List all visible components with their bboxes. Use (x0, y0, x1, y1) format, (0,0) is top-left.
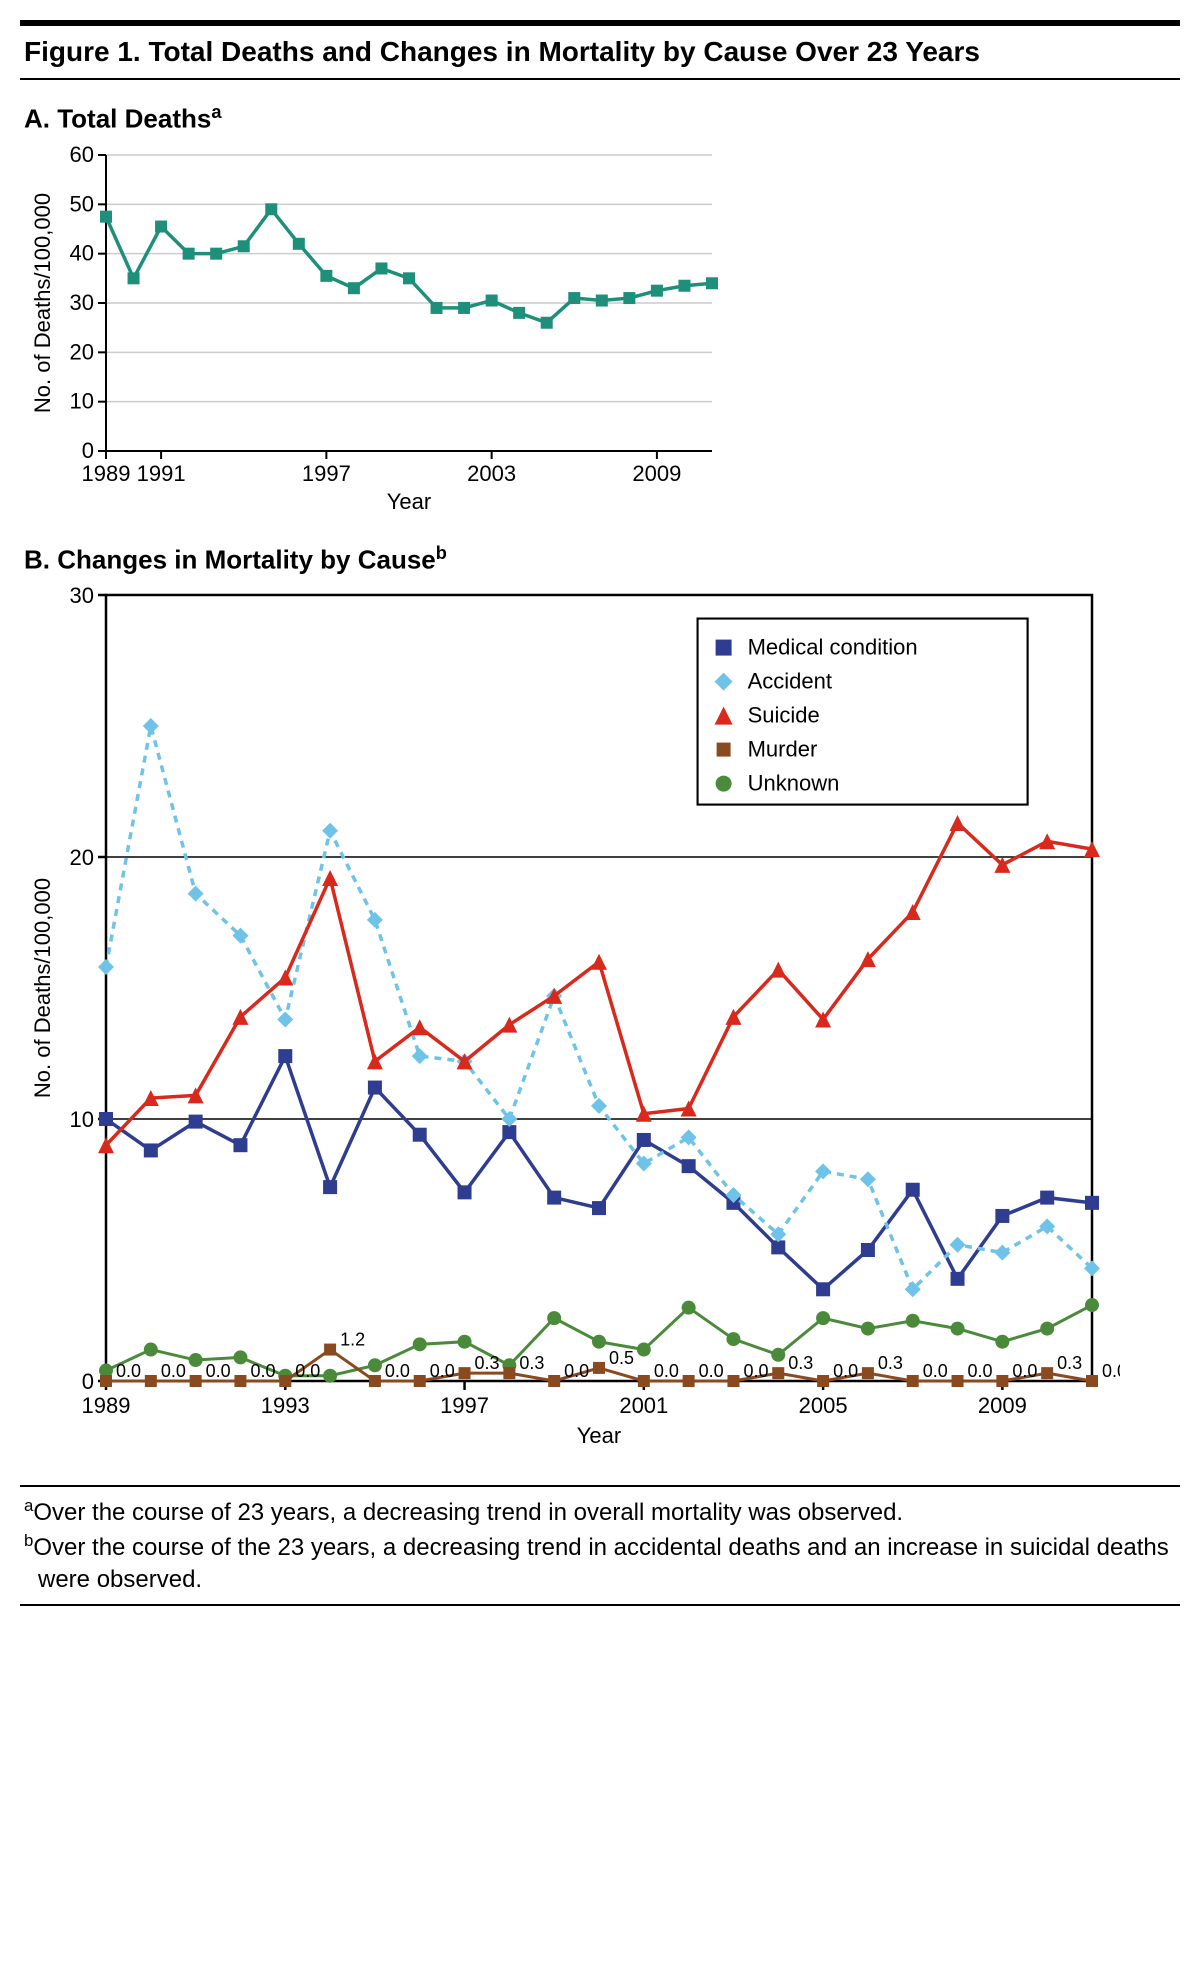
svg-text:50: 50 (70, 191, 94, 216)
svg-text:0.0: 0.0 (1102, 1361, 1120, 1381)
svg-text:30: 30 (70, 583, 94, 608)
svg-text:60: 60 (70, 142, 94, 167)
svg-text:Medical condition: Medical condition (748, 635, 918, 660)
panel-a-svg: 0 10 20 30 40 50 60 19891991 1997 2003 2009 No. of … (20, 141, 730, 521)
svg-text:1997: 1997 (440, 1393, 489, 1418)
svg-text:20: 20 (70, 339, 94, 364)
svg-text:0.0: 0.0 (1012, 1361, 1037, 1381)
svg-text:20: 20 (70, 845, 94, 870)
bottom-rule (20, 1604, 1180, 1606)
svg-text:0.0: 0.0 (833, 1361, 858, 1381)
svg-text:0: 0 (82, 1369, 94, 1394)
footnote-a-text: Over the course of 23 years, a decreasin… (33, 1499, 903, 1526)
footnote-a: aOver the course of 23 years, a decreasi… (24, 1495, 1176, 1529)
figure-title: Figure 1. Total Deaths and Changes in Mo… (20, 26, 1180, 78)
svg-text:Murder: Murder (748, 737, 818, 762)
svg-text:Accident: Accident (748, 669, 832, 694)
svg-text:0.0: 0.0 (250, 1361, 275, 1381)
svg-text:2005: 2005 (799, 1393, 848, 1418)
svg-text:Unknown: Unknown (748, 771, 840, 796)
svg-text:Year: Year (577, 1423, 621, 1448)
svg-text:2003: 2003 (467, 461, 516, 486)
panel-b-chart: 0 10 20 30 1989 1993 1997 2001 2005 2009 No. of De… (20, 581, 1180, 1461)
svg-text:1991: 1991 (137, 461, 186, 486)
svg-text:1989: 1989 (82, 1393, 131, 1418)
svg-text:0.5: 0.5 (609, 1348, 634, 1368)
svg-text:No. of Deaths/100,000: No. of Deaths/100,000 (30, 193, 55, 413)
panel-b-title-text: B. Changes in Mortality by Cause (24, 544, 436, 574)
svg-text:10: 10 (70, 1107, 94, 1132)
footnote-b: bOver the course of the 23 years, a decr… (24, 1530, 1176, 1597)
svg-text:1.2: 1.2 (340, 1330, 365, 1350)
panel-a-title: A. Total Deathsa (20, 80, 1180, 141)
svg-text:2001: 2001 (619, 1393, 668, 1418)
svg-text:Suicide: Suicide (748, 703, 820, 728)
footnote-b-text: Over the course of the 23 years, a decre… (33, 1534, 1168, 1593)
panel-b-sup: b (436, 543, 447, 563)
svg-text:0.0: 0.0 (295, 1361, 320, 1381)
svg-text:0.0: 0.0 (743, 1361, 768, 1381)
svg-text:0.3: 0.3 (475, 1353, 500, 1373)
figure-container: Figure 1. Total Deaths and Changes in Mo… (20, 20, 1180, 1606)
footnote-a-sup: a (24, 1496, 33, 1515)
svg-text:1989: 1989 (82, 461, 131, 486)
panel-b-title: B. Changes in Mortality by Causeb (20, 521, 1180, 582)
svg-text:0.3: 0.3 (1057, 1353, 1082, 1373)
panel-a-chart: 0 10 20 30 40 50 60 19891991 1997 2003 2009 No. of … (20, 141, 1180, 521)
panel-a-title-text: A. Total Deaths (24, 104, 211, 134)
svg-text:0.0: 0.0 (116, 1361, 141, 1381)
footnotes: aOver the course of 23 years, a decreasi… (20, 1487, 1180, 1604)
svg-text:0.3: 0.3 (788, 1353, 813, 1373)
svg-text:30: 30 (70, 290, 94, 315)
footnote-b-sup: b (24, 1531, 33, 1550)
panel-b-svg: 0 10 20 30 1989 1993 1997 2001 2005 2009 No. of De… (20, 581, 1120, 1461)
svg-text:No. of Deaths/100,000: No. of Deaths/100,000 (30, 878, 55, 1098)
svg-text:0.0: 0.0 (968, 1361, 993, 1381)
svg-text:0: 0 (82, 438, 94, 463)
panel-a-sup: a (211, 102, 221, 122)
svg-text:0.0: 0.0 (923, 1361, 948, 1381)
svg-text:0.0: 0.0 (654, 1361, 679, 1381)
svg-text:40: 40 (70, 240, 94, 265)
svg-text:0.0: 0.0 (206, 1361, 231, 1381)
svg-text:0.0: 0.0 (430, 1361, 455, 1381)
svg-text:0.3: 0.3 (519, 1353, 544, 1373)
svg-text:1993: 1993 (261, 1393, 310, 1418)
svg-text:Year: Year (387, 489, 431, 514)
svg-text:1997: 1997 (302, 461, 351, 486)
svg-text:2009: 2009 (632, 461, 681, 486)
svg-text:0.3: 0.3 (878, 1353, 903, 1373)
svg-text:2009: 2009 (978, 1393, 1027, 1418)
svg-text:10: 10 (70, 388, 94, 413)
svg-text:0.0: 0.0 (564, 1361, 589, 1381)
svg-text:0.0: 0.0 (699, 1361, 724, 1381)
svg-text:0.0: 0.0 (385, 1361, 410, 1381)
svg-text:0.0: 0.0 (161, 1361, 186, 1381)
